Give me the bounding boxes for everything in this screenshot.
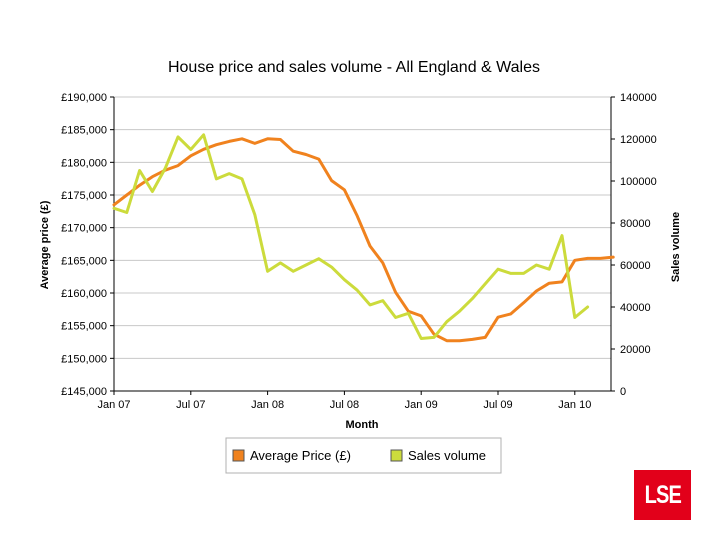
y-tick-label: £145,000 bbox=[61, 386, 107, 398]
y2-tick-label: 60000 bbox=[620, 260, 651, 272]
y-tick-label: £165,000 bbox=[61, 255, 107, 267]
x-tick-label: Jul 07 bbox=[176, 399, 205, 411]
lse-logo: LSE bbox=[634, 470, 691, 520]
axes bbox=[110, 96, 615, 395]
y2-axis-label: Sales volume bbox=[670, 212, 682, 282]
legend-label-sales: Sales volume bbox=[408, 448, 486, 463]
legend: Average Price (£) Sales volume bbox=[225, 437, 502, 474]
y-tick-label: £150,000 bbox=[61, 353, 107, 365]
y-tick-label: £175,000 bbox=[61, 190, 107, 202]
legend-box bbox=[225, 437, 502, 474]
x-tick-label: Jan 08 bbox=[251, 399, 284, 411]
y2-tick-label: 40000 bbox=[620, 302, 651, 314]
y-tick-label: £180,000 bbox=[61, 157, 107, 169]
x-axis-label: Month bbox=[346, 419, 379, 431]
y2-tick-label: 100000 bbox=[620, 176, 657, 188]
x-tick-label: Jan 07 bbox=[97, 399, 130, 411]
y2-tick-label: 80000 bbox=[620, 218, 651, 230]
x-tick-label: Jan 09 bbox=[405, 399, 438, 411]
legend-swatch-sales bbox=[390, 449, 403, 462]
series-line-average-price bbox=[112, 137, 615, 343]
series-lines bbox=[112, 133, 615, 343]
chart-title: House price and sales volume - All Engla… bbox=[168, 59, 540, 76]
y2-tick-label: 120000 bbox=[620, 134, 657, 146]
y-tick-label: £190,000 bbox=[61, 92, 107, 104]
y2-tick-label: 20000 bbox=[620, 344, 651, 356]
y2-tick-label: 140000 bbox=[620, 92, 657, 104]
y-tick-label: £170,000 bbox=[61, 223, 107, 235]
x-tick-label: Jul 09 bbox=[483, 399, 512, 411]
y-tick-label: £160,000 bbox=[61, 288, 107, 300]
y-tick-label: £185,000 bbox=[61, 125, 107, 137]
y-tick-label: £155,000 bbox=[61, 321, 107, 333]
series-line-sales-volume bbox=[112, 133, 590, 340]
x-tick-label: Jan 10 bbox=[558, 399, 591, 411]
y-axis-label: Average price (£) bbox=[39, 200, 51, 289]
tick-labels: £145,000 £150,000 £155,000 £160,000 £165,000… bbox=[61, 92, 657, 411]
lse-logo-text: LSE bbox=[644, 480, 681, 509]
x-tick-label: Jul 08 bbox=[330, 399, 359, 411]
y2-tick-label: 0 bbox=[620, 386, 626, 398]
legend-label-price: Average Price (£) bbox=[250, 448, 351, 463]
legend-swatch-price bbox=[232, 449, 245, 462]
